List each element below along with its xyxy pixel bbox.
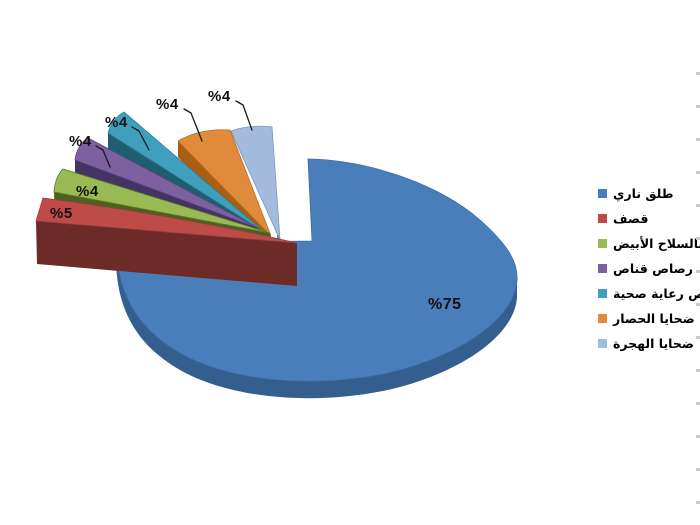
chart-legend: طلق ناري قصف بالسلاح الأبيض رصاص قناص نق…	[598, 181, 700, 356]
legend-label: نقص رعاية صحية	[613, 286, 700, 301]
legend-item-gunshot[interactable]: طلق ناري	[598, 181, 700, 206]
legend-swatch-shelling	[598, 214, 607, 223]
slice-value-label-gunshot: %75	[428, 296, 462, 313]
legend-swatch-bladed-weapon	[598, 239, 607, 248]
pie-slice-bladed-weapon[interactable]	[53, 168, 271, 234]
legend-item-shelling[interactable]: قصف	[598, 206, 700, 231]
slice-value-label-migration: %4	[208, 88, 231, 105]
legend-label: ضحايا الهجرة	[613, 336, 694, 351]
pie-slice-shelling-side	[36, 221, 297, 286]
pie-slice-gunshot[interactable]	[115, 158, 518, 382]
slice-value-label-sniper: %4	[69, 133, 92, 150]
legend-item-migration[interactable]: ضحايا الهجرة	[598, 331, 700, 356]
legend-label: طلق ناري	[613, 186, 674, 201]
legend-label: قصف	[613, 211, 649, 226]
leader-line-migration	[235, 100, 253, 131]
pie-slice-siege[interactable]	[177, 129, 272, 237]
slice-value-label-bladed-weapon: %4	[76, 183, 99, 200]
legend-swatch-siege	[598, 314, 607, 323]
legend-label: ضحايا الحصار	[613, 311, 695, 326]
pie-slice-healthcare[interactable]	[107, 111, 264, 232]
legend-label: بالسلاح الأبيض	[613, 236, 700, 251]
legend-swatch-migration	[598, 339, 607, 348]
legend-swatch-healthcare	[598, 289, 607, 298]
legend-item-healthcare[interactable]: نقص رعاية صحية	[598, 281, 700, 306]
pie-slice-sniper[interactable]	[74, 137, 259, 229]
legend-swatch-sniper	[598, 264, 607, 273]
slice-value-label-siege: %4	[156, 96, 179, 113]
leader-line-siege	[183, 108, 203, 142]
page-edge-tick-marks	[696, 72, 700, 517]
slice-value-label-shelling: %5	[50, 205, 73, 222]
legend-swatch-gunshot	[598, 189, 607, 198]
legend-label: رصاص قناص	[613, 261, 693, 276]
legend-item-bladed-weapon[interactable]: بالسلاح الأبيض	[598, 231, 700, 256]
legend-item-siege[interactable]: ضحايا الحصار	[598, 306, 700, 331]
legend-item-sniper[interactable]: رصاص قناص	[598, 256, 700, 281]
leader-line-sniper	[95, 145, 111, 168]
leader-line-healthcare	[131, 126, 150, 151]
pie-slice-shelling[interactable]	[35, 197, 298, 244]
slice-value-label-healthcare: %4	[105, 114, 128, 131]
